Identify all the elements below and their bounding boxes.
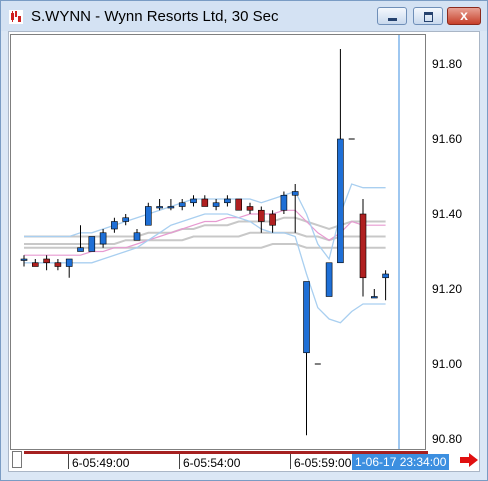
- candle-body: [156, 206, 163, 209]
- chart-app-icon: [9, 10, 23, 24]
- moving-average-line: [24, 243, 386, 249]
- candle-body: [145, 206, 152, 226]
- maximize-button[interactable]: [413, 7, 443, 25]
- x-tick-label: 6-05:54:00: [183, 456, 241, 470]
- candle-body: [201, 198, 209, 207]
- cursor-time-label: 1-06-17 23:34:00: [352, 454, 450, 470]
- y-tick-label: 90.80: [432, 432, 463, 446]
- x-tick-mark: [179, 454, 180, 469]
- candle-body: [178, 202, 186, 207]
- candle-body: [246, 206, 254, 211]
- candle-body: [77, 247, 84, 252]
- candle-body: [20, 258, 28, 261]
- candle-body: [88, 236, 96, 252]
- bollinger-lower-line: [24, 213, 386, 324]
- candle-body: [359, 213, 367, 279]
- candlestick-chart: [20, 35, 400, 449]
- candle-body: [99, 232, 107, 245]
- x-tick-mark: [290, 454, 291, 469]
- y-tick-label: 91.60: [432, 132, 463, 146]
- candle-body: [382, 273, 389, 279]
- candle-body: [133, 232, 141, 241]
- candle-body: [337, 138, 344, 264]
- x-tick-mark: [68, 454, 69, 469]
- minimize-button[interactable]: [377, 7, 407, 25]
- x-tick-label: 6-05:59:00: [294, 456, 352, 470]
- time-axis-scrollbar[interactable]: [24, 451, 428, 454]
- candle-body: [269, 213, 276, 226]
- time-axis-corner-box[interactable]: [12, 451, 22, 468]
- y-tick-label: 91.00: [432, 357, 463, 371]
- candle-body: [303, 281, 310, 354]
- moving-average-line: [24, 231, 386, 245]
- window-title: S.WYNN - Wynn Resorts Ltd, 30 Sec: [31, 8, 279, 25]
- candle-body: [212, 202, 220, 207]
- candle-body: [291, 191, 299, 196]
- candle-body: [43, 258, 50, 264]
- y-tick-label: 91.80: [432, 57, 463, 71]
- candle-body: [280, 194, 288, 211]
- price-chart-area[interactable]: [10, 34, 426, 450]
- title-bar[interactable]: S.WYNN - Wynn Resorts Ltd, 30 Sec x: [1, 1, 487, 31]
- moving-average-line: [24, 216, 386, 238]
- candle-body: [54, 262, 62, 267]
- candle-body: [258, 209, 265, 222]
- candle-body: [235, 198, 242, 211]
- time-axis[interactable]: 6-05:49:00 6-05:54:00 6-05:59:00 1-06-17…: [10, 450, 478, 470]
- moving-average-line: [24, 209, 386, 256]
- close-button[interactable]: x: [447, 7, 481, 25]
- candle-body: [224, 198, 231, 204]
- candle-body: [65, 258, 73, 267]
- y-tick-label: 91.40: [432, 207, 463, 221]
- scroll-right-arrow-icon[interactable]: [460, 453, 478, 467]
- x-tick-label: 6-05:49:00: [72, 456, 130, 470]
- close-icon: x: [460, 7, 468, 23]
- candle-body: [190, 198, 197, 204]
- candle-body: [370, 296, 378, 299]
- candle-body: [325, 262, 333, 297]
- candle-body: [31, 262, 39, 267]
- candle-body: [167, 206, 175, 209]
- y-tick-label: 91.20: [432, 282, 463, 296]
- candle-body: [122, 217, 129, 222]
- candle-body: [111, 221, 118, 230]
- price-axis[interactable]: 91.80 91.60 91.40 91.20 91.00 90.80: [426, 34, 478, 450]
